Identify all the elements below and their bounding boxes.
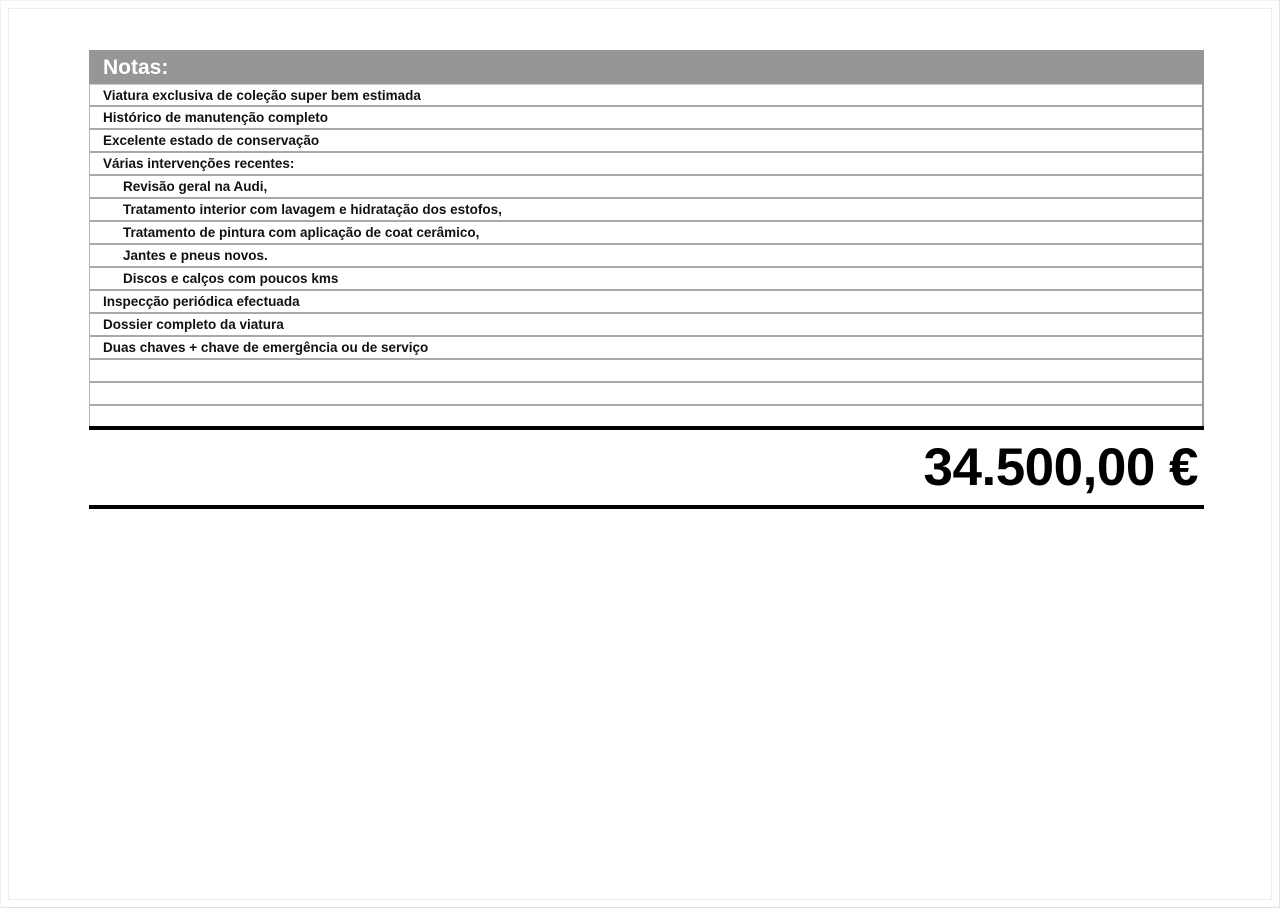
- note-row-text: Várias intervenções recentes:: [103, 156, 295, 171]
- total-price-value: 34.500,00 €: [923, 438, 1199, 497]
- table-row: Duas chaves + chave de emergência ou de …: [90, 337, 1202, 360]
- total-price-row: 34.500,00 €: [89, 430, 1204, 505]
- note-row-text: Revisão geral na Audi,: [123, 179, 268, 194]
- notes-table-header: Notas:: [89, 50, 1204, 84]
- table-row: Jantes e pneus novos.: [90, 245, 1202, 268]
- table-row: Tratamento interior com lavagem e hidrat…: [90, 199, 1202, 222]
- total-divider-top: [89, 426, 1204, 430]
- note-row-text: Excelente estado de conservação: [103, 133, 320, 148]
- table-row: [90, 383, 1202, 406]
- note-row-text: Tratamento interior com lavagem e hidrat…: [123, 202, 502, 217]
- table-row: [90, 360, 1202, 383]
- document-sheet: Notas: Viatura exclusiva de coleção supe…: [8, 8, 1272, 900]
- table-row: Várias intervenções recentes:: [90, 153, 1202, 176]
- notes-table-body: Viatura exclusiva de coleção super bem e…: [89, 84, 1204, 429]
- note-row-text: Viatura exclusiva de coleção super bem e…: [103, 87, 421, 103]
- note-row-text: Tratamento de pintura com aplicação de c…: [123, 225, 480, 240]
- note-row-text: Inspecção periódica efectuada: [103, 294, 300, 309]
- total-divider-bottom: [89, 505, 1204, 509]
- table-row: Discos e calços com poucos kms: [90, 268, 1202, 291]
- note-row-text: Jantes e pneus novos.: [123, 248, 268, 263]
- note-row-text: Dossier completo da viatura: [103, 317, 284, 332]
- notes-table: Notas: Viatura exclusiva de coleção supe…: [89, 50, 1204, 429]
- notes-header-title: Notas:: [103, 55, 169, 79]
- table-row: Histórico de manutenção completo: [90, 107, 1202, 130]
- table-row: Dossier completo da viatura: [90, 314, 1202, 337]
- note-row-text: Discos e calços com poucos kms: [123, 271, 339, 286]
- table-row: Viatura exclusiva de coleção super bem e…: [90, 84, 1202, 107]
- table-row: Tratamento de pintura com aplicação de c…: [90, 222, 1202, 245]
- note-row-text: Duas chaves + chave de emergência ou de …: [103, 340, 429, 355]
- table-row: Excelente estado de conservação: [90, 130, 1202, 153]
- table-row: Inspecção periódica efectuada: [90, 291, 1202, 314]
- note-row-text: Histórico de manutenção completo: [103, 110, 329, 125]
- table-row: Revisão geral na Audi,: [90, 176, 1202, 199]
